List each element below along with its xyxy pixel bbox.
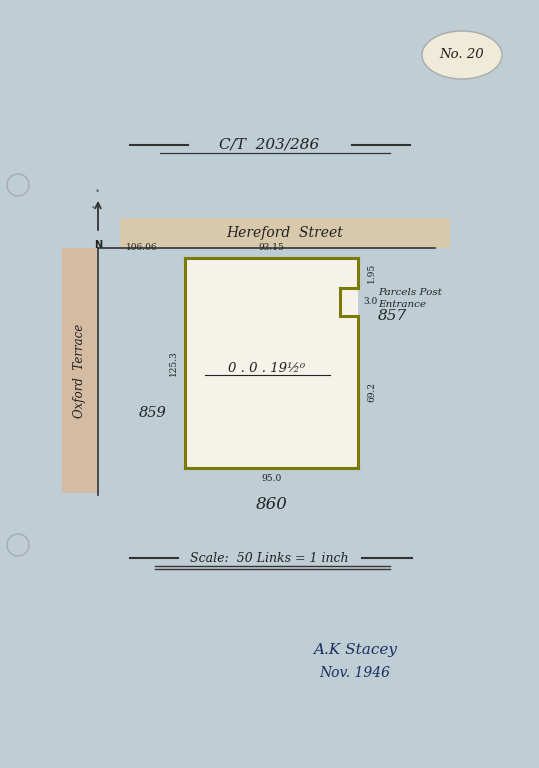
Text: Parcels Post: Parcels Post [378, 288, 442, 297]
Text: 69.2: 69.2 [367, 382, 376, 402]
Ellipse shape [422, 31, 502, 79]
Text: Entrance: Entrance [378, 300, 426, 309]
Text: No. 20: No. 20 [440, 48, 485, 61]
Circle shape [7, 174, 29, 196]
Text: N: N [94, 240, 102, 250]
Text: Oxford  Terrace: Oxford Terrace [73, 323, 86, 418]
Text: Scale:  50 Links = 1 inch: Scale: 50 Links = 1 inch [190, 551, 348, 564]
Circle shape [7, 534, 29, 556]
Text: *: * [92, 206, 94, 210]
Text: A.K Stacey: A.K Stacey [313, 643, 397, 657]
Text: 125.3: 125.3 [169, 350, 178, 376]
Bar [185, 258, 358, 468]
Text: 106.06: 106.06 [126, 243, 158, 252]
Text: *: * [96, 189, 100, 195]
Text: C/T  203/286: C/T 203/286 [219, 138, 319, 152]
Text: 859: 859 [139, 406, 167, 420]
Bar [62, 248, 97, 493]
Text: Nov. 1946: Nov. 1946 [320, 666, 390, 680]
Text: 95.0: 95.0 [261, 474, 281, 483]
Text: 1.95: 1.95 [367, 263, 376, 283]
Text: 3.0: 3.0 [363, 297, 377, 306]
Text: 93.15: 93.15 [259, 243, 285, 252]
Bar [120, 218, 450, 248]
Text: 857: 857 [378, 309, 407, 323]
Text: 0 . 0 . 19½⁰: 0 . 0 . 19½⁰ [228, 362, 305, 375]
Text: 860: 860 [255, 496, 287, 513]
Text: Hereford  Street: Hereford Street [226, 226, 343, 240]
